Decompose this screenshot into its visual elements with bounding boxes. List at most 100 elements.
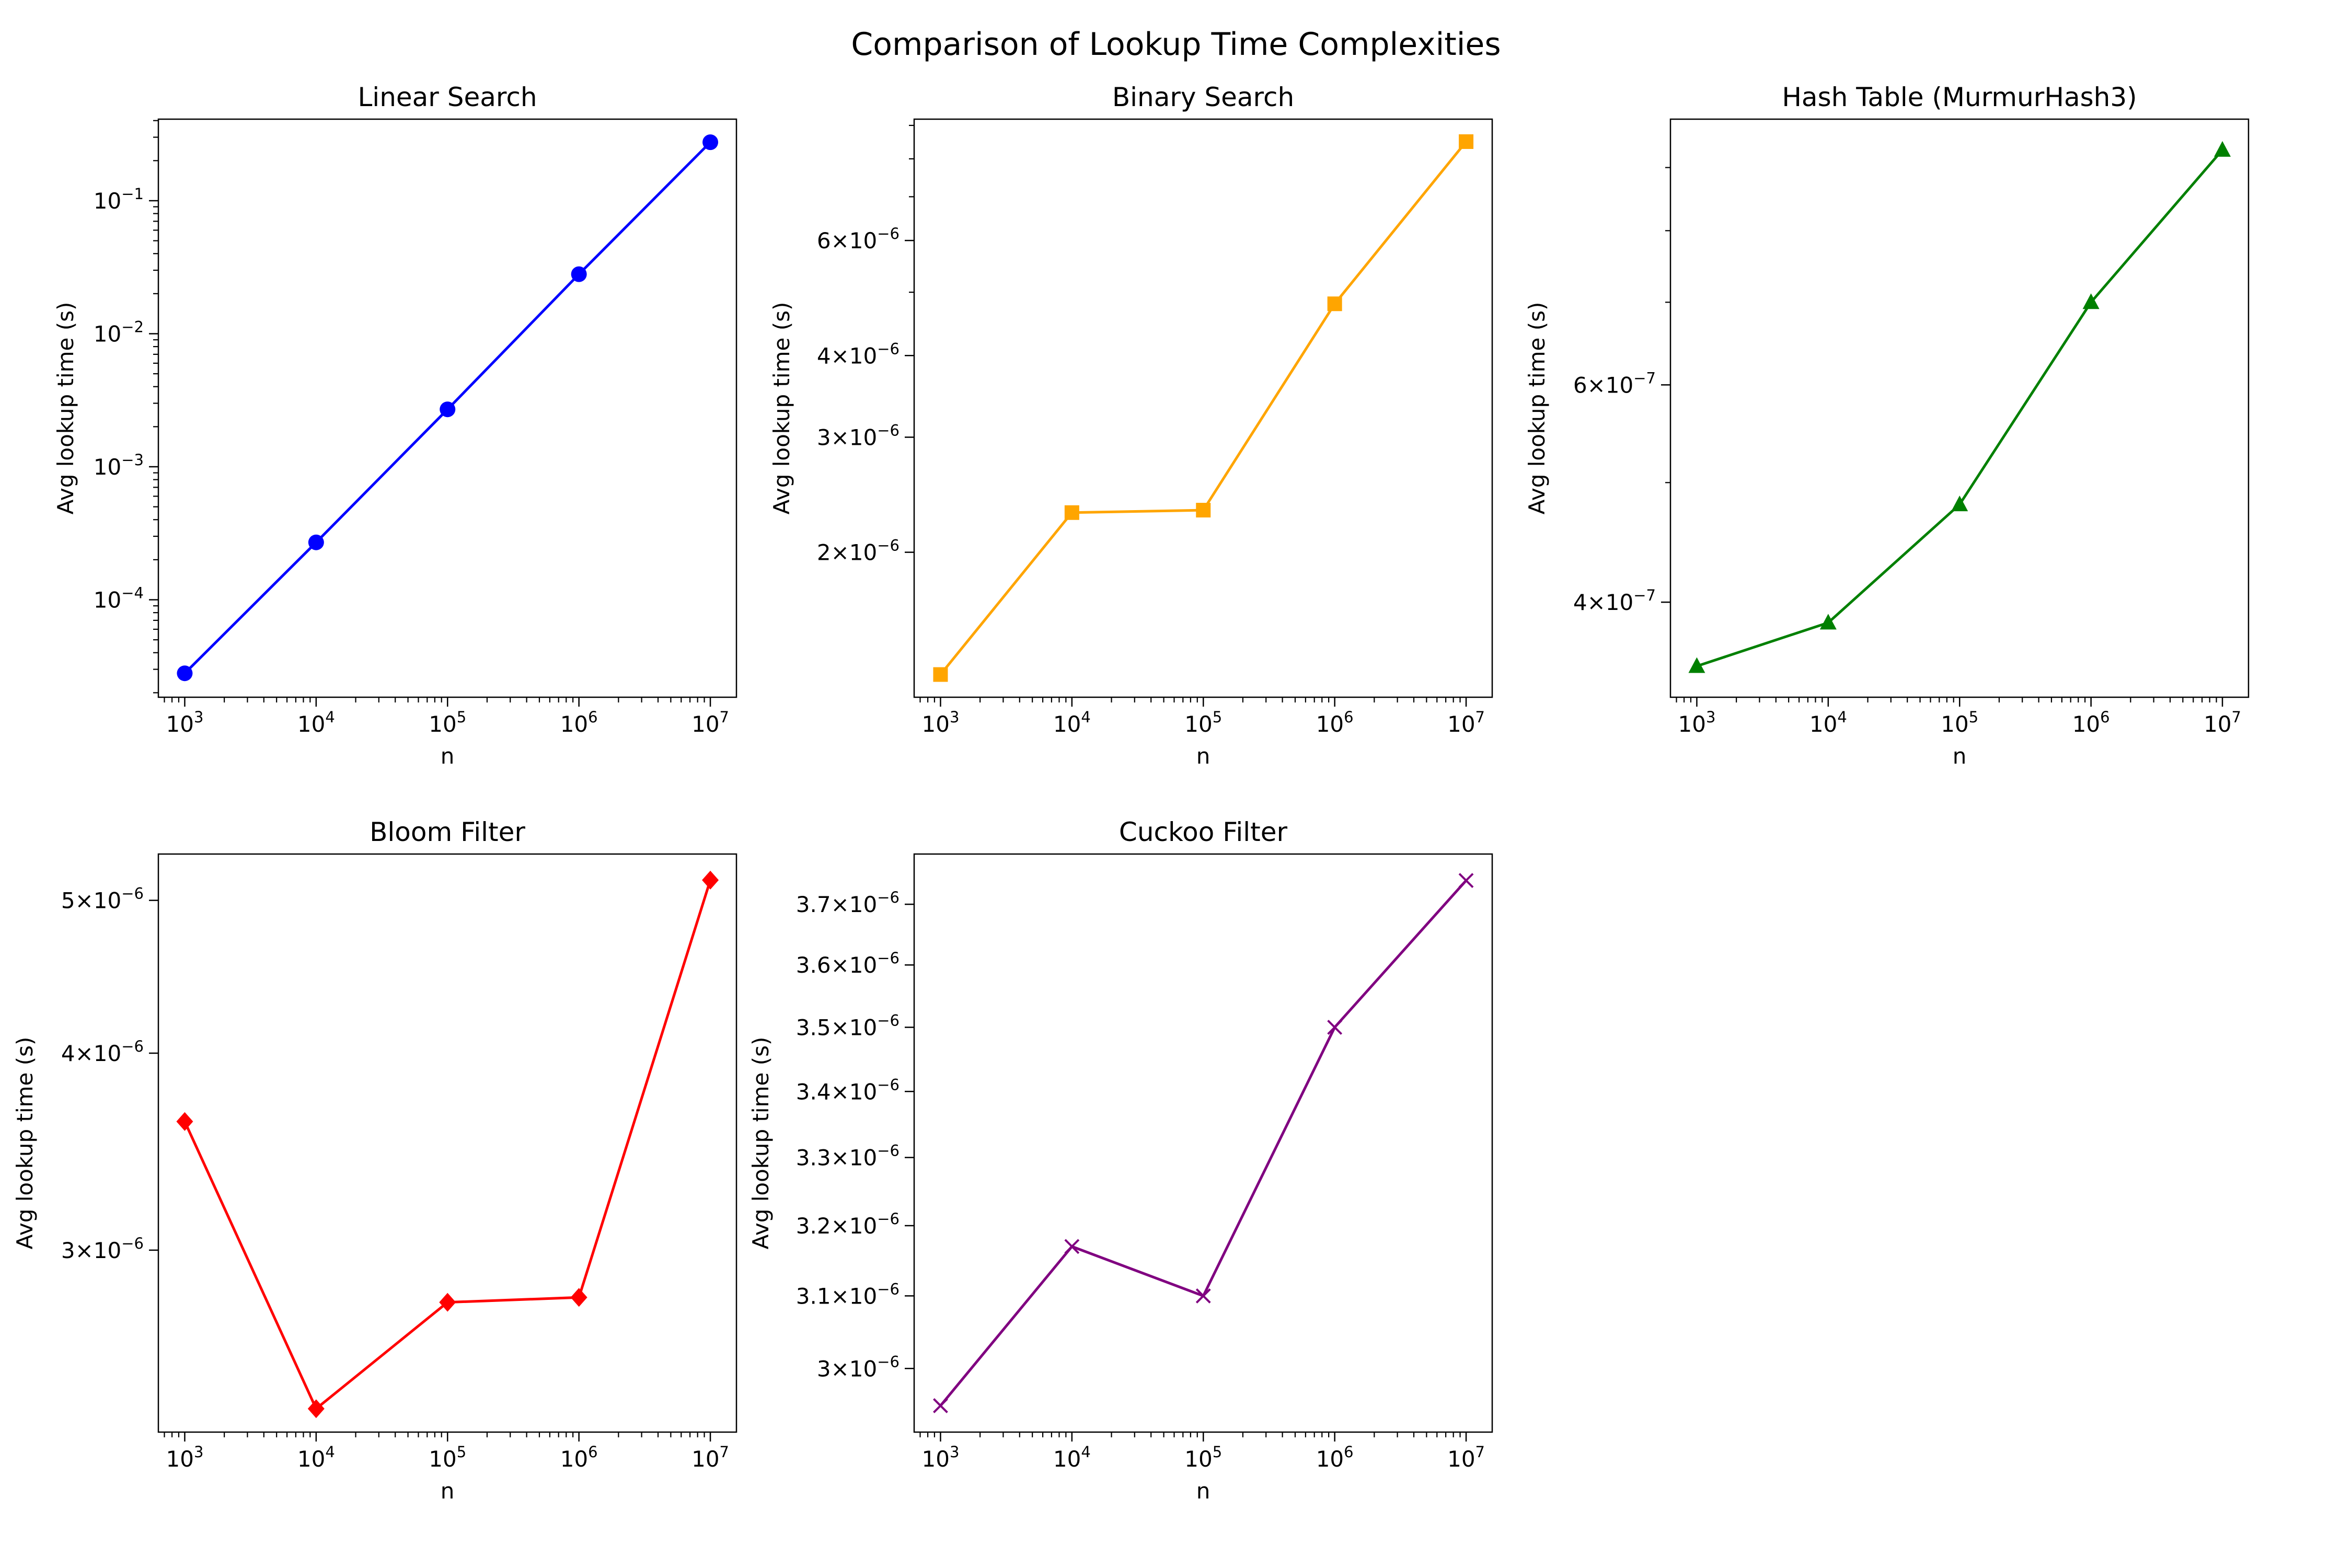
y-major-ticks: 3×10−64×10−65×10−6 [61,885,158,1263]
x-tick-label-base: 10 [429,711,456,737]
y-tick-label-exp: −6 [877,1076,900,1093]
x-tick-label-base: 10 [166,711,193,737]
x-tick-label-exp: 6 [588,1443,597,1461]
x-tick-label-exp: 3 [194,708,203,726]
y-tick-label-base: 10 [94,454,121,480]
x-tick-label-base: 10 [1447,711,1475,737]
subplot-title: Cuckoo Filter [1119,817,1288,847]
x-tick-label-exp: 4 [1837,708,1847,726]
x-tick-label-exp: 6 [1344,1443,1353,1461]
x-axis-label: n [1196,743,1210,769]
x-minor-ticks [919,697,1461,702]
x-tick-label: 106 [560,708,598,737]
y-tick-label-coef: 2 [817,540,831,566]
y-tick-label-exp: −6 [877,1012,900,1030]
subplot-title: Hash Table (MurmurHash3) [1782,82,2137,112]
y-tick-label: 10−1 [94,185,144,214]
x-tick-label-exp: 3 [950,1443,959,1461]
x-tick-label-exp: 5 [1213,1443,1222,1461]
x-tick-label: 104 [1053,708,1091,737]
series-line [183,880,712,1410]
data-point [702,134,719,151]
y-minor-ticks [153,120,158,694]
y-tick-label: 4×10−7 [1573,586,1656,615]
y-tick-label-times: × [831,892,849,917]
y-tick-label-times: × [831,1213,849,1239]
y-tick-label-exp: −6 [877,1142,900,1160]
x-tick-label-base: 10 [921,711,949,737]
x-tick-label-base: 10 [1053,1446,1081,1472]
x-tick-label-base: 10 [691,711,719,737]
axes-frame [1669,118,2250,698]
y-tick-label-coef: 6 [1573,372,1587,398]
x-tick-label-exp: 7 [1475,708,1485,726]
y-tick-label-base: 10 [94,188,121,214]
x-tick-label: 106 [1316,1443,1354,1472]
x-tick-label: 104 [297,1443,335,1472]
x-major-ticks: 103 104 105 106 107 [166,1432,729,1472]
data-point [1064,505,1079,520]
x-tick-label: 105 [1941,708,1978,737]
x-tick-label-base: 10 [1184,711,1212,737]
axes-frame [913,853,1493,1433]
x-tick-label: 105 [429,708,466,737]
y-major-ticks: 3×10−63.1×10−63.2×10−63.3×10−63.4×10−63.… [796,889,914,1381]
y-tick-label-exp: −6 [877,537,900,555]
y-tick-label-exp: −6 [877,949,900,967]
y-tick-label: 2×10−6 [817,537,900,566]
x-tick-label-exp: 5 [1213,708,1222,726]
y-tick-label-base: 10 [849,952,877,978]
y-tick-label-coef: 3.6 [796,952,831,978]
subplot-title: Binary Search [1112,82,1294,112]
y-tick-label-coef: 4 [817,343,831,368]
y-tick-label-times: × [831,1356,849,1381]
x-tick-label: 104 [297,708,335,737]
x-tick-label-exp: 5 [457,708,466,726]
y-tick-label: 10−4 [94,584,144,613]
data-point [702,870,719,890]
data-point [1196,503,1211,518]
y-tick-label-coef: 6 [817,228,831,253]
x-tick-label: 107 [1447,1443,1485,1472]
y-tick-label-coef: 3.2 [796,1213,831,1239]
y-tick-label-coef: 4 [61,1041,75,1066]
x-tick-label: 104 [1809,708,1847,737]
y-tick-label: 3.2×10−6 [796,1210,900,1239]
x-tick-label-base: 10 [691,1446,719,1472]
subplot-title: Linear Search [358,82,537,112]
y-tick-label-base: 10 [94,888,121,914]
x-minor-ticks [919,1432,1461,1437]
y-tick-label-coef: 3.7 [796,892,831,917]
x-tick-label: 105 [1184,1443,1222,1472]
y-tick-label-coef: 3.4 [796,1079,831,1104]
x-tick-label-base: 10 [166,1446,193,1472]
data-point [570,1288,587,1307]
x-tick-label-base: 10 [297,711,325,737]
y-tick-label: 4×10−6 [817,340,900,368]
x-tick-label-exp: 5 [1969,708,1978,726]
x-tick-label-base: 10 [1316,711,1344,737]
y-tick-label: 3×10−6 [61,1235,144,1263]
y-tick-label-times: × [831,1015,849,1041]
x-tick-label-exp: 6 [588,708,597,726]
y-tick-label-exp: −6 [877,421,900,439]
series-line [939,141,1467,676]
x-tick-label-base: 10 [1678,711,1705,737]
x-major-ticks: 103 104 105 106 107 [921,1432,1485,1472]
y-tick-label-base: 10 [849,1283,877,1309]
x-tick-label-exp: 6 [2100,708,2109,726]
y-tick-label-base: 10 [849,424,877,450]
x-axis-label: n [441,1478,455,1504]
data-point [1951,495,1968,512]
y-tick-label-times: × [831,1283,849,1309]
data-point [307,1399,325,1419]
x-tick-label-exp: 3 [1706,708,1715,726]
y-minor-ticks [1665,167,1670,483]
data-markers [176,870,719,1419]
x-tick-label-exp: 7 [720,708,729,726]
y-tick-label: 6×10−7 [1573,369,1656,398]
y-tick-label-base: 10 [1606,590,1633,615]
data-point [1327,296,1342,312]
